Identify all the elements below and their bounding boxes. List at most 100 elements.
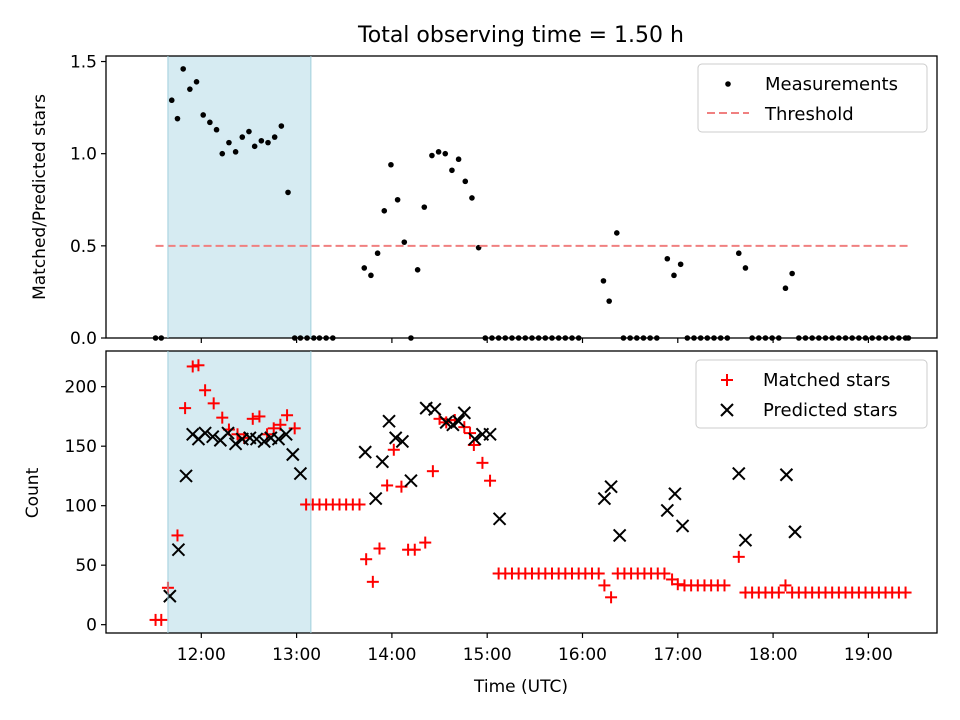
ratio-plot-frame [105, 55, 938, 339]
x-tick-label: 17:00 [653, 645, 702, 665]
matched-stars-point [179, 402, 192, 415]
ratio-axes: 0.0 0.5 1.0 1.5 [70, 53, 869, 349]
matched-stars-point [426, 465, 439, 478]
predicted-stars-stroke [228, 437, 243, 451]
matched-stars-point [484, 474, 497, 487]
x-tick-label: 12:00 [177, 645, 226, 665]
predicted-stars-stroke [732, 466, 746, 481]
y-tick-label: 0.5 [70, 237, 97, 257]
measurement-point [213, 126, 220, 133]
x-tick-label: 18:00 [749, 645, 798, 665]
predicted-stars-stroke [439, 415, 453, 430]
predicted-stars-point [660, 503, 675, 518]
measurement-point [455, 156, 462, 163]
measurement-point [232, 149, 239, 155]
predicted-stars-point [451, 414, 466, 428]
measurement-point [462, 178, 469, 185]
measurement-point [782, 285, 789, 292]
predicted-stars-point [779, 468, 794, 482]
ratio-shaded-span [167, 56, 311, 338]
predicted-stars-stroke [404, 473, 418, 488]
predicted-stars-stroke [293, 466, 308, 481]
legend-predicted-label: Predicted stars [763, 400, 897, 421]
y-tick-label: 1.0 [70, 145, 97, 165]
predicted-stars-point [221, 426, 235, 440]
count-legend-box [695, 359, 928, 429]
predicted-stars-stroke [368, 491, 383, 506]
measurement-point [239, 134, 246, 140]
matched-stars-point [199, 384, 212, 397]
predicted-stars-stroke [612, 528, 627, 543]
matched-stars-point [207, 397, 220, 410]
legend-predicted-marker [720, 403, 734, 417]
predicted-stars-stroke [286, 447, 300, 462]
matched-stars-point [779, 579, 792, 592]
ratio-legend: Measurements Threshold [697, 63, 928, 133]
measurement-point [219, 150, 226, 157]
predicted-stars-stroke [179, 469, 193, 483]
predicted-stars-point [612, 528, 627, 543]
y-tick-label: 50 [75, 556, 97, 576]
measurement-point [421, 204, 428, 210]
y-tick-label: 0.0 [70, 329, 97, 349]
count-y-axis-label: Count [23, 467, 43, 518]
predicted-stars-point [286, 447, 300, 462]
predicted-stars-point [597, 491, 612, 506]
predicted-stars-point [228, 437, 243, 451]
ratio-y-axis-label: Matched/Predicted stars [30, 94, 50, 300]
predicted-stars-stroke [171, 543, 186, 557]
matched-stars-point [476, 456, 489, 469]
ratio-legend-box [697, 63, 928, 133]
predicted-stars-stroke [257, 434, 271, 449]
legend-threshold-label: Threshold [764, 104, 854, 125]
measurement-point [187, 86, 193, 92]
ratio-panel: Total observing time = 1.50 h 0.0 0.5 1.0 1… [30, 23, 938, 349]
predicted-stars-stroke [221, 426, 235, 440]
y-tick-label: 150 [65, 437, 97, 457]
predicted-stars-point [271, 432, 286, 446]
x-tick-label: 19:00 [844, 645, 893, 665]
predicted-stars-point [668, 487, 682, 501]
count-legend: Matched stars Predicted stars [695, 359, 928, 429]
measurement-point [381, 208, 388, 214]
predicted-stars-point [457, 406, 472, 420]
predicted-stars-stroke [675, 519, 690, 533]
predicted-stars-stroke [163, 589, 177, 603]
predicted-stars-stroke [249, 432, 264, 446]
legend-measurements-label: Measurements [765, 74, 898, 95]
measurement-point [226, 139, 232, 146]
predicted-stars-stroke [660, 503, 675, 518]
count-plot-frame [105, 350, 938, 634]
predicted-stars-stroke [604, 479, 618, 494]
legend-matched-label: Matched stars [763, 370, 890, 391]
predicted-stars-point [428, 402, 442, 417]
predicted-stars-point [198, 426, 212, 440]
measurement-point [414, 267, 421, 273]
measurement-point [429, 152, 435, 159]
x-tick-label: 16:00 [558, 645, 607, 665]
predicted-stars-point [788, 525, 802, 539]
measurement-point [207, 119, 213, 126]
matched-stars-point [155, 613, 168, 626]
predicted-stars-stroke [243, 431, 257, 445]
predicted-stars-stroke [206, 429, 220, 444]
measurement-point [671, 272, 677, 279]
predicted-stars-point [404, 473, 418, 488]
measurement-point [394, 196, 401, 203]
predicted-stars-stroke [271, 432, 286, 446]
measurement-point [180, 66, 186, 72]
predicted-stars-point [604, 479, 618, 494]
measurement-point [374, 250, 381, 257]
predicted-stars-stroke [779, 468, 794, 482]
matched-stars-point [366, 575, 379, 588]
predicted-stars-point [293, 466, 308, 481]
count-shaded-span [167, 351, 311, 633]
matched-stars-point [192, 359, 205, 372]
predicted-stars-point [358, 445, 372, 459]
measurement-point [265, 139, 271, 146]
measurement-point [677, 261, 684, 268]
x-axis-label: Time (UTC) [473, 677, 568, 697]
x-tick-label: 15:00 [463, 645, 512, 665]
measurement-point [168, 97, 175, 104]
predicted-stars-stroke [264, 431, 278, 445]
